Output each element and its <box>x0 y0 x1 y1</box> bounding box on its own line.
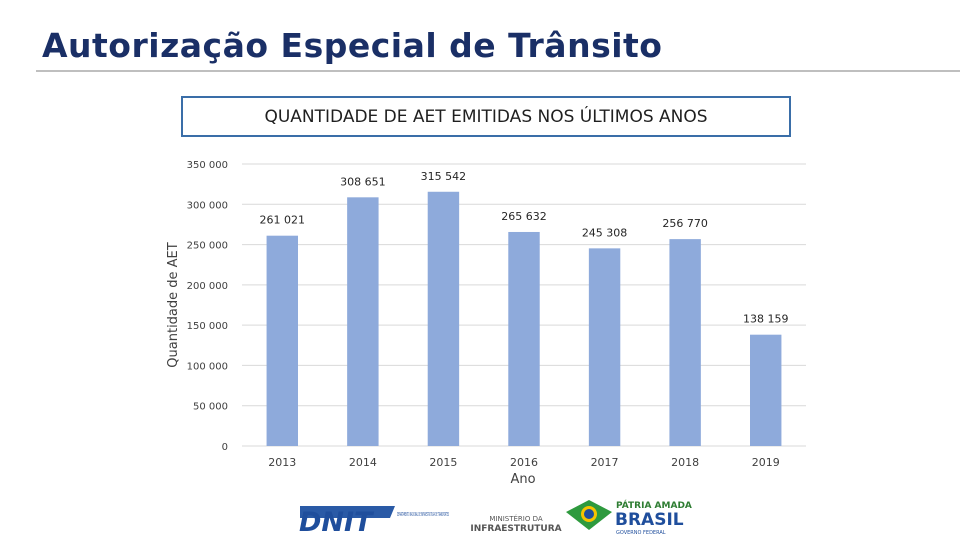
value-labels: 261 021 308 651 315 542 265 632 245 308 256 7… <box>260 170 789 326</box>
svg-text:PÁTRIA AMADA: PÁTRIA AMADA <box>616 499 692 511</box>
svg-text:DNIT: DNIT <box>299 507 375 538</box>
dnit-logo: DNIT DEPARTAMENTO NACIONAL DE INFRAESTRU… <box>299 506 449 538</box>
brasil-logo: PÁTRIA AMADA BRASIL GOVERNO FEDERAL <box>566 499 692 536</box>
svg-text:INFRAESTRUTURA: INFRAESTRUTURA <box>470 524 561 534</box>
footer-logos: DNIT DEPARTAMENTO NACIONAL DE INFRAESTRU… <box>299 499 692 538</box>
value-label-2019: 138 159 <box>743 313 789 326</box>
x-tick-label-2014: 2014 <box>349 456 377 469</box>
bar-2018 <box>669 239 701 446</box>
x-tick-label-2013: 2013 <box>268 456 296 469</box>
bar-2019 <box>750 334 782 446</box>
y-tick-label: 250 000 <box>187 241 228 252</box>
x-tick-label-2017: 2017 <box>591 456 619 469</box>
svg-text:MINISTÉRIO DA: MINISTÉRIO DA <box>489 514 542 523</box>
y-axis-label: Quantidade de AET <box>166 242 181 367</box>
y-tick-labels: 0 50 000 100 000 150 000 200 000 250 000 300 0… <box>187 160 228 453</box>
y-tick-label: 0 <box>222 442 228 453</box>
x-tick-label-2015: 2015 <box>429 456 457 469</box>
page-title: Autorização Especial de Trânsito <box>42 26 663 65</box>
y-tick-label: 150 000 <box>187 321 228 332</box>
ministerio-logo: MINISTÉRIO DA INFRAESTRUTURA <box>470 514 561 534</box>
value-label-2015: 315 542 <box>421 170 467 183</box>
bar-chart: 261 021 308 651 315 542 265 632 245 308 256 7… <box>166 160 806 487</box>
bar-2016 <box>508 231 540 446</box>
value-label-2018: 256 770 <box>662 217 708 230</box>
y-tick-label: 50 000 <box>193 402 228 413</box>
value-label-2016: 265 632 <box>501 210 547 223</box>
value-label-2017: 245 308 <box>582 226 628 239</box>
svg-text:BRASIL: BRASIL <box>615 510 684 530</box>
x-axis-label: Ano <box>510 472 535 487</box>
value-label-2013: 261 021 <box>260 214 306 227</box>
x-tick-label-2018: 2018 <box>671 456 699 469</box>
x-tick-label-2016: 2016 <box>510 456 538 469</box>
bar-2015 <box>427 191 460 446</box>
y-tick-label: 200 000 <box>187 281 228 292</box>
y-tick-label: 100 000 <box>187 361 228 372</box>
x-tick-labels: 2013 2014 2015 2016 2017 2018 2019 <box>268 456 779 469</box>
title-divider <box>36 70 960 72</box>
dnit-subtext: DEPARTAMENTO NACIONAL DE INFRAESTRUTURA … <box>397 512 449 518</box>
y-tick-label: 300 000 <box>187 200 228 211</box>
bar-2014 <box>347 197 379 446</box>
bar-2013 <box>266 235 298 446</box>
svg-text:GOVERNO FEDERAL: GOVERNO FEDERAL <box>616 530 666 536</box>
bar-2017 <box>588 248 621 446</box>
bars <box>266 191 782 446</box>
chart-title: QUANTIDADE DE AET EMITIDAS NOS ÚLTIMOS A… <box>181 96 791 137</box>
value-label-2014: 308 651 <box>340 175 386 188</box>
x-tick-label-2019: 2019 <box>752 456 780 469</box>
y-tick-label: 350 000 <box>187 160 228 171</box>
